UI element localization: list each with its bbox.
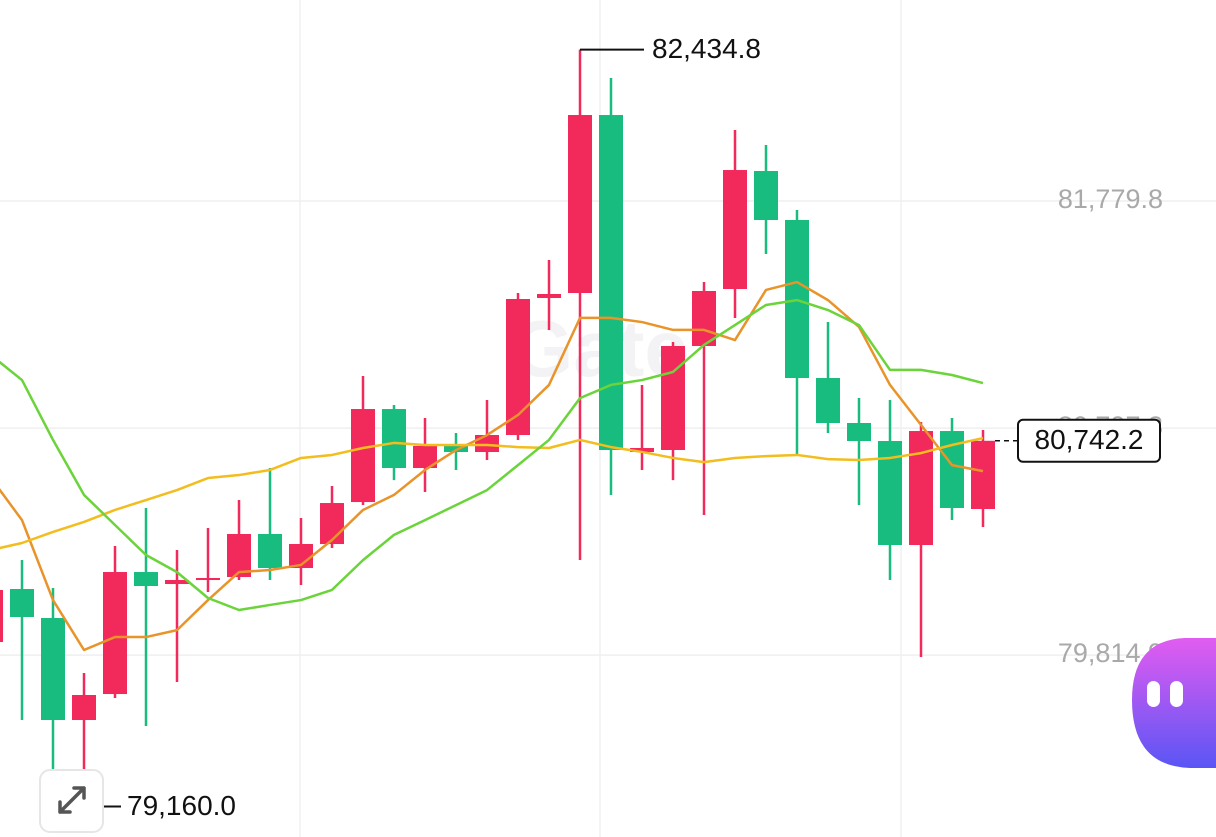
- candle-body: [847, 423, 871, 442]
- candle-body: [258, 534, 282, 568]
- candle-body: [568, 115, 592, 293]
- candle-body: [196, 578, 220, 581]
- candle-body: [351, 409, 375, 503]
- candle-body: [599, 115, 623, 450]
- expand-icon: [58, 786, 86, 814]
- candle-body: [754, 171, 778, 221]
- candle-body: [723, 170, 747, 290]
- y-tick-label: 81,779.8: [1058, 184, 1163, 214]
- candle-body: [103, 572, 127, 695]
- candle-body: [320, 503, 344, 545]
- candle-body: [382, 409, 406, 469]
- candle-body: [165, 580, 189, 585]
- candle-body: [41, 618, 65, 720]
- low-label: 79,160.0: [127, 790, 236, 821]
- candle-body: [537, 294, 561, 298]
- candle-body: [0, 589, 3, 642]
- last-price-label: 80,742.2: [1035, 424, 1144, 455]
- moving-average-line: [0, 280, 984, 652]
- candle-body: [227, 534, 251, 578]
- assistant-eye: [1170, 681, 1183, 707]
- candle-body: [506, 298, 530, 436]
- candle-body: [475, 435, 499, 453]
- candle-body: [692, 291, 716, 347]
- candle-body: [816, 378, 840, 424]
- high-label: 82,434.8: [652, 33, 761, 64]
- candle-body: [630, 448, 654, 453]
- candle-body: [10, 589, 34, 617]
- assistant-bubble[interactable]: [1132, 638, 1216, 768]
- expand-button[interactable]: [39, 769, 104, 833]
- candle-body: [661, 346, 685, 450]
- last-price-box: [1017, 418, 1161, 463]
- moving-average-line: [0, 436, 984, 550]
- candle-body: [289, 544, 313, 568]
- candle-body: [413, 445, 437, 469]
- candle-body: [971, 440, 995, 509]
- candle-body: [909, 431, 933, 546]
- assistant-eye: [1147, 681, 1160, 707]
- candle-body: [72, 695, 96, 720]
- moving-average-line: [0, 298, 984, 612]
- candle-body: [134, 572, 158, 587]
